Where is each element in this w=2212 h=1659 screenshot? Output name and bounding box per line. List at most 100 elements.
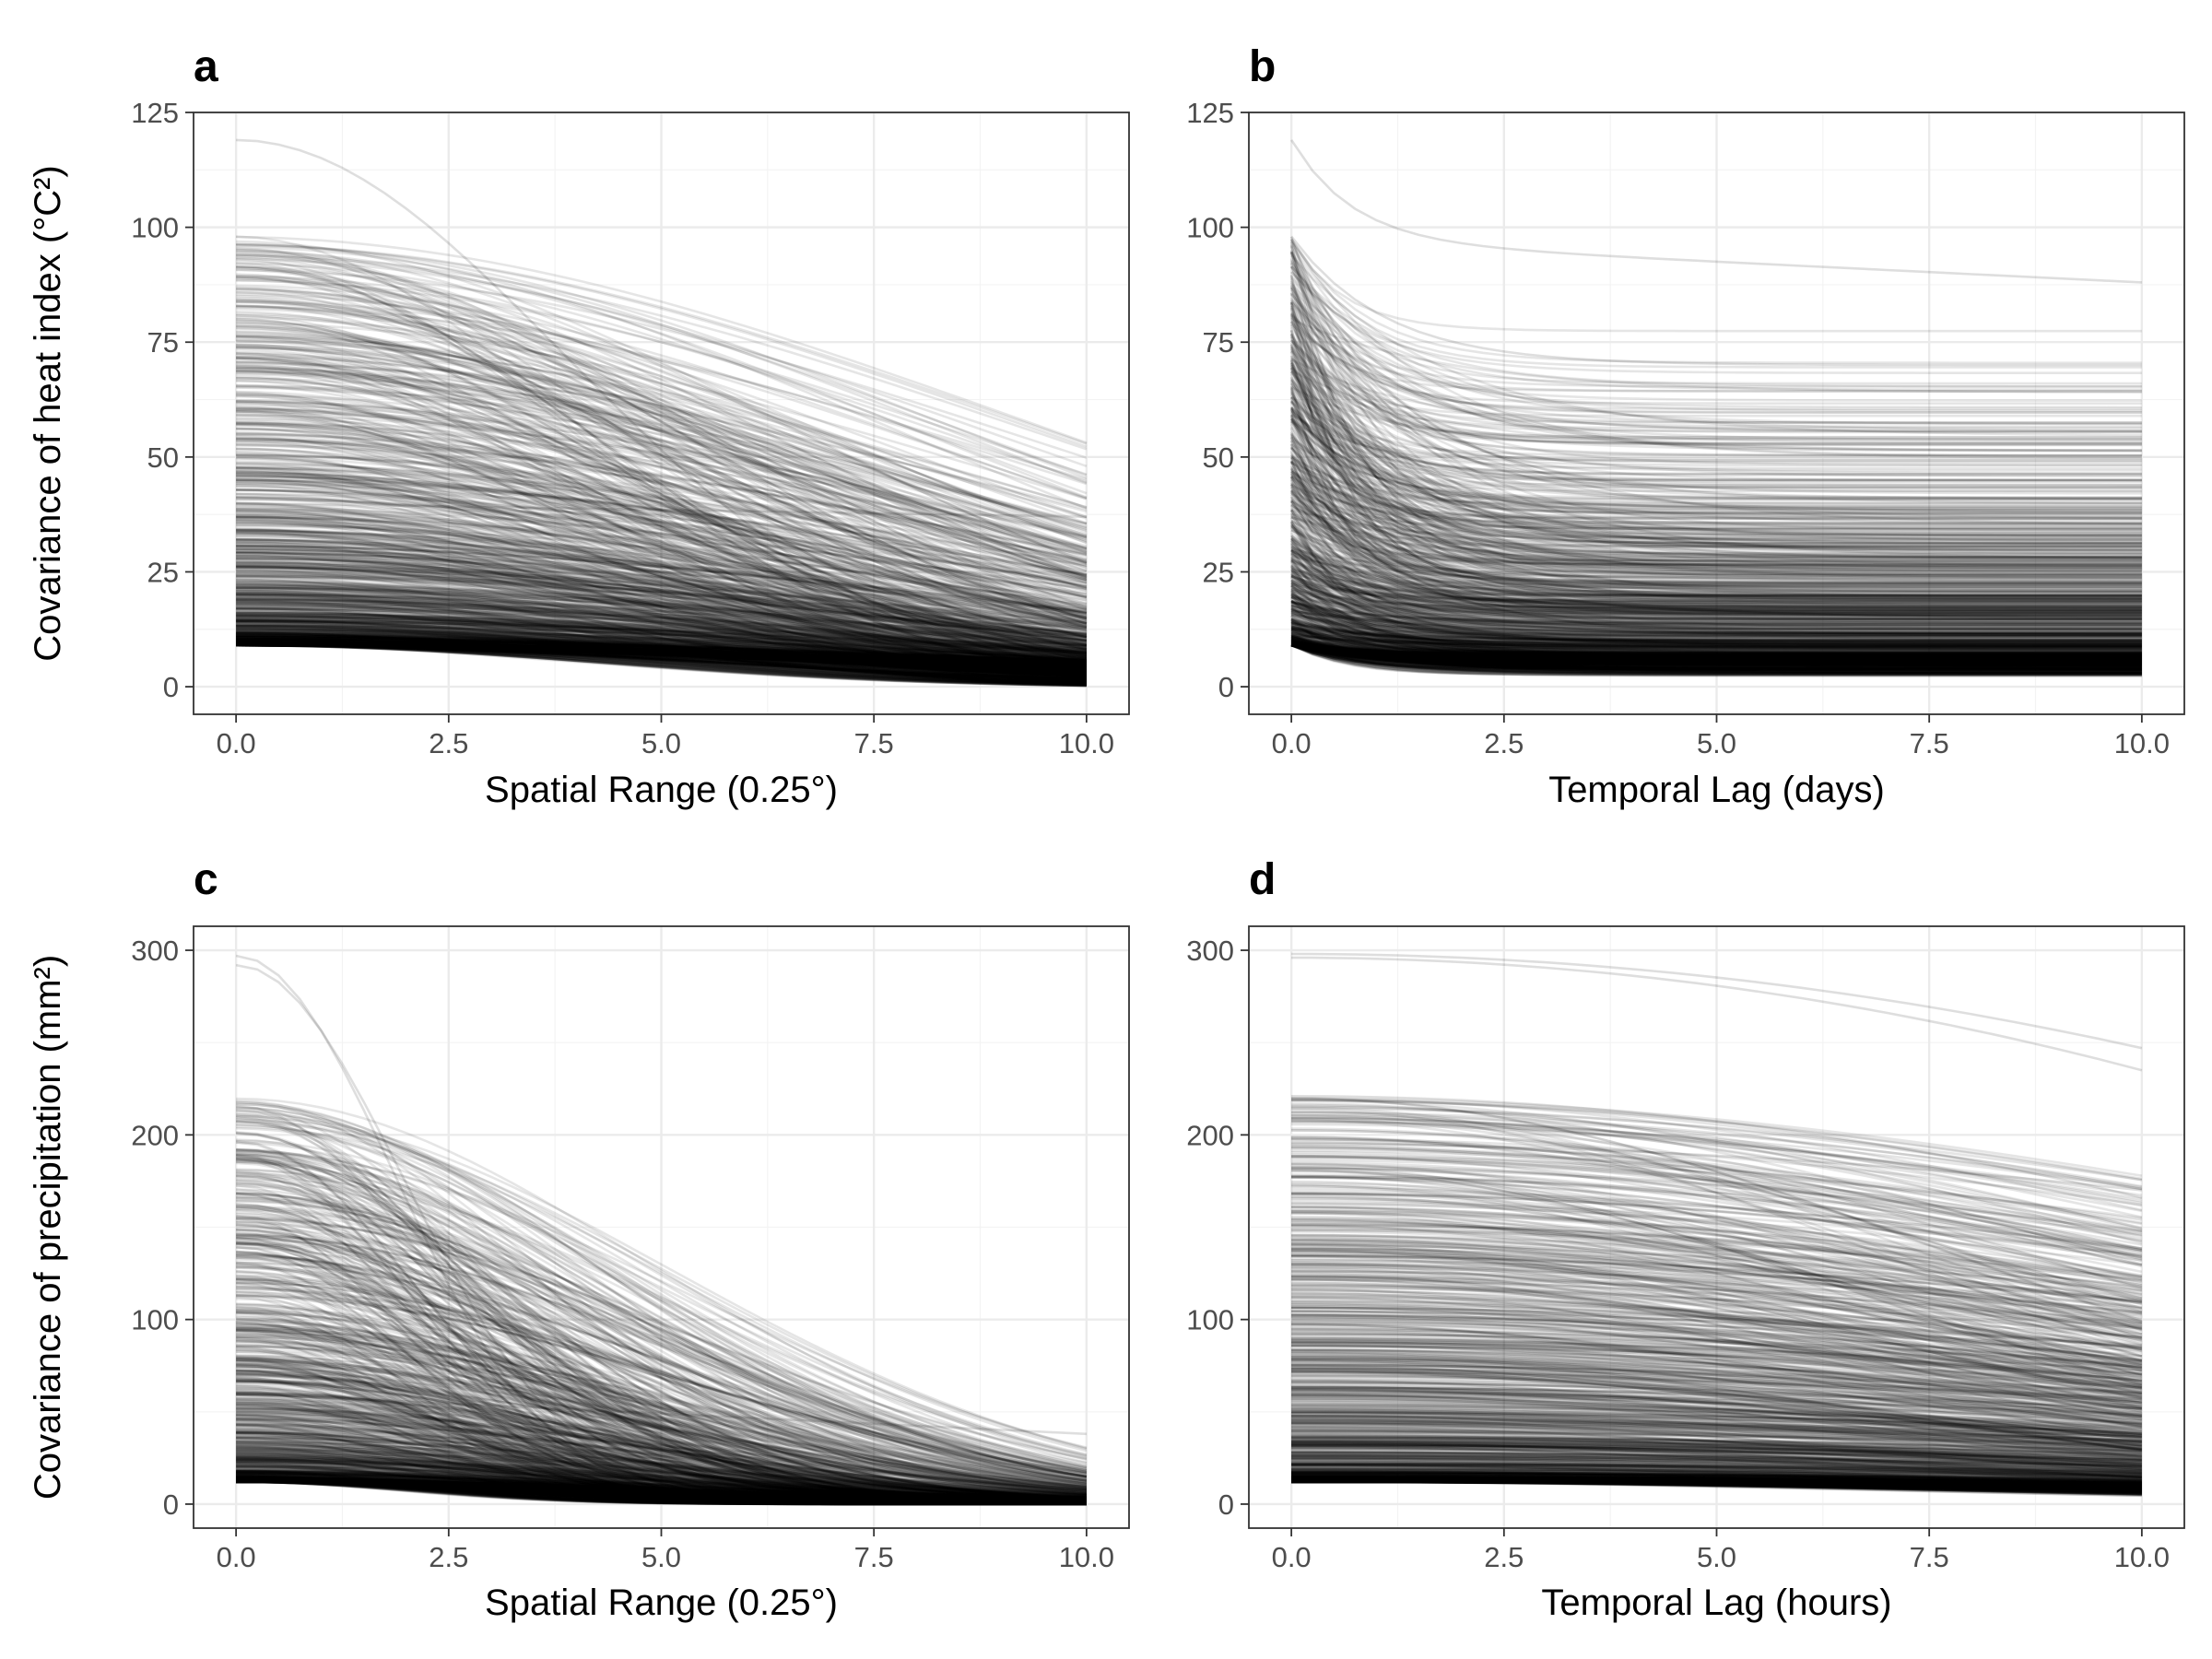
series-line [1290,566,2142,618]
series-line [1290,643,2142,664]
series-line [1290,630,2142,664]
series-line [1290,276,2142,409]
series-line [236,566,1088,642]
series-line [236,1476,1087,1505]
series-line [236,441,1088,609]
series-line [236,643,1087,678]
series-line [236,1480,1087,1505]
series-line [1290,582,2142,619]
series-line [236,1479,1087,1506]
series-line [1290,643,2142,668]
series-line [236,618,1087,680]
series-line [1290,642,2142,672]
series-line [236,1461,1087,1500]
series-line [236,485,1088,625]
series-line [1290,583,2142,620]
series-line [1290,580,2142,615]
series-line [1289,333,2142,597]
series-line [1290,593,2142,657]
series-line [1290,564,2142,638]
series-line [236,447,1088,664]
series-line [1290,611,2142,649]
series-line [1290,454,2142,565]
series-line [236,1455,1087,1499]
series-line [236,294,1088,577]
series-line [1290,557,2142,635]
series-line [236,361,1088,511]
series-line [1290,595,2142,621]
series-line [1290,559,2142,614]
series-line [236,1455,1087,1506]
series-line [236,1479,1087,1502]
series-line [1290,608,2142,646]
series-line [236,640,1087,665]
series-line [236,528,1088,647]
series-line [236,1480,1087,1506]
series-line [236,640,1087,686]
series-line [236,1473,1087,1504]
series-line [236,593,1088,653]
series-line [236,643,1087,682]
series-line [1290,635,2142,655]
series-line [236,371,1088,558]
series-line [236,633,1087,665]
series-line [1290,611,2142,636]
series-line [236,593,1087,641]
x-axis-title: Spatial Range (0.25°) [485,770,838,810]
series-line [236,1377,1087,1506]
series-line [1290,399,2142,581]
series-line [236,633,1087,682]
series-line [1290,635,2142,659]
series-line [1290,413,2142,484]
series-line [236,638,1087,678]
series-line [1290,552,2142,590]
series-line [236,1432,1087,1506]
series-line [236,1475,1087,1506]
series-line [236,598,1088,665]
series-line [236,637,1087,674]
series-line [236,566,1088,642]
series-line [236,430,1088,642]
series-line [236,618,1087,685]
series-line [236,541,1088,672]
series-line [1290,623,2142,655]
series-line [236,619,1087,679]
series-line [1290,640,2142,669]
series-line [236,1380,1087,1491]
series-line [236,1465,1087,1504]
series-line [1290,643,2142,674]
series-line [236,1477,1087,1506]
series-line [236,537,1088,653]
series-line [236,1431,1087,1506]
series-line [236,518,1088,642]
series-line [236,1413,1087,1499]
series-line [1290,447,2142,506]
series-line [236,643,1087,673]
series-line [236,1480,1087,1504]
series-line [236,407,1088,599]
series-line [236,319,1088,633]
series-line [236,638,1087,668]
series-line [236,1212,1087,1503]
series-line [236,406,1088,564]
series-line [236,1458,1087,1502]
series-line [1290,500,2142,609]
series-line [236,643,1087,687]
series-line [1290,569,2142,615]
series-line [236,611,1087,652]
series-line [236,583,1088,645]
series-line [236,1475,1087,1506]
series-line [236,606,1087,651]
series-line [236,1472,1087,1504]
series-line [236,410,1088,660]
series-line [236,619,1087,665]
series-line [1290,643,2142,671]
series-line [236,1429,1087,1500]
series-line [1290,643,2142,676]
series-line [236,643,1087,679]
series-line [1290,605,2142,658]
series-line [236,1445,1087,1505]
series-line [1290,643,2142,659]
series-line [1290,627,2142,641]
